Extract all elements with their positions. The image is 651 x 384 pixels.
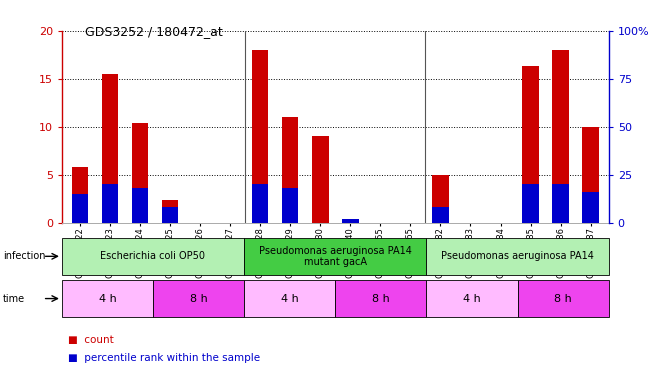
Bar [132, 188, 148, 223]
Bar [102, 74, 118, 223]
Bar [72, 167, 88, 223]
Text: Pseudomonas aeruginosa PA14: Pseudomonas aeruginosa PA14 [441, 251, 594, 262]
Bar [244, 280, 335, 317]
Text: 4 h: 4 h [281, 293, 299, 304]
Text: infection: infection [3, 251, 46, 262]
Bar [132, 123, 148, 223]
Bar [161, 207, 178, 223]
Bar [583, 192, 599, 223]
Bar [518, 280, 609, 317]
Bar [62, 280, 153, 317]
Bar [282, 117, 298, 223]
Bar [342, 220, 359, 223]
Bar [102, 184, 118, 223]
Text: GDS3252 / 180472_at: GDS3252 / 180472_at [85, 25, 223, 38]
Text: 8 h: 8 h [554, 293, 572, 304]
Text: ■  percentile rank within the sample: ■ percentile rank within the sample [68, 353, 260, 363]
Bar [153, 280, 244, 317]
Bar [552, 184, 569, 223]
Bar [342, 219, 359, 223]
Bar [583, 127, 599, 223]
Text: 4 h: 4 h [463, 293, 481, 304]
Bar [426, 280, 518, 317]
Bar [312, 136, 329, 223]
Bar [252, 50, 268, 223]
Bar [432, 175, 449, 223]
Text: time: time [3, 293, 25, 304]
Bar [62, 238, 244, 275]
Text: ■  count: ■ count [68, 335, 114, 345]
Bar [522, 184, 539, 223]
Bar [432, 207, 449, 223]
Bar [72, 194, 88, 223]
Bar [161, 200, 178, 223]
Text: 4 h: 4 h [98, 293, 117, 304]
Text: 8 h: 8 h [189, 293, 208, 304]
Bar [282, 188, 298, 223]
Bar [522, 66, 539, 223]
Bar [335, 280, 426, 317]
Text: 8 h: 8 h [372, 293, 390, 304]
Text: Escherichia coli OP50: Escherichia coli OP50 [100, 251, 206, 262]
Bar [244, 238, 426, 275]
Bar [252, 184, 268, 223]
Bar [552, 50, 569, 223]
Bar [426, 238, 609, 275]
Text: Pseudomonas aeruginosa PA14
mutant gacA: Pseudomonas aeruginosa PA14 mutant gacA [259, 245, 411, 267]
